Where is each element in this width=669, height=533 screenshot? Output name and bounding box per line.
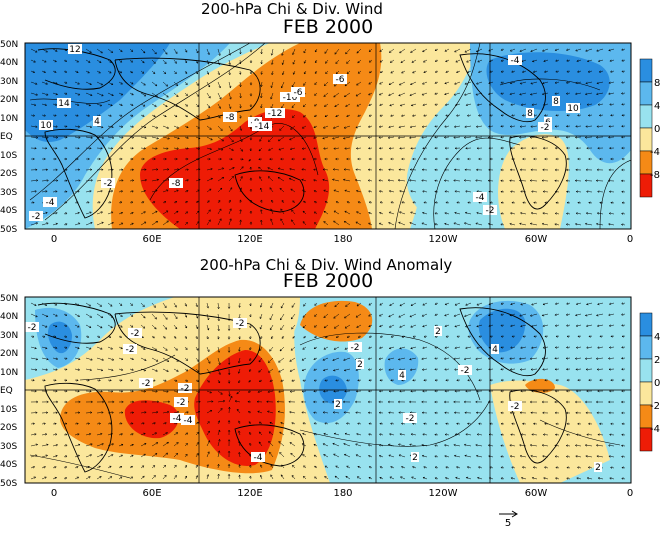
contour-label: 2 (595, 463, 601, 473)
svg-text:60E: 60E (142, 234, 161, 245)
svg-text:120W: 120W (429, 234, 458, 245)
contour-label: -2 (131, 329, 140, 339)
svg-text:EQ: EQ (0, 132, 13, 142)
svg-text:120E: 120E (237, 234, 262, 245)
svg-text:60W: 60W (525, 234, 548, 245)
svg-text:40N: 40N (0, 58, 18, 68)
svg-text:0: 0 (51, 234, 57, 245)
svg-text:10N: 10N (0, 368, 18, 378)
contour-label: -2 (28, 323, 37, 333)
svg-text:0: 0 (654, 378, 660, 389)
svg-text:50S: 50S (0, 225, 17, 235)
svg-text:20N: 20N (0, 349, 18, 359)
bottom-color-legend: 4 2 0 -2 -4 (640, 313, 660, 451)
svg-text:50N: 50N (0, 294, 18, 304)
contour-label: -4 (254, 453, 263, 463)
svg-text:0: 0 (627, 234, 633, 245)
contour-label: 14 (58, 99, 70, 109)
svg-text:4: 4 (654, 101, 660, 112)
svg-text:50N: 50N (0, 40, 18, 50)
bottom-subtitle: FEB 2000 (283, 270, 373, 292)
contour-label: 4 (94, 117, 100, 127)
svg-text:180: 180 (333, 488, 352, 499)
contour-label: 12 (69, 45, 80, 55)
svg-text:0: 0 (627, 488, 633, 499)
contour-label: -14 (255, 122, 270, 132)
svg-text:0: 0 (654, 124, 660, 135)
bottom-lon-axis: 0 60E 120E 180 120W 60W 0 (51, 488, 633, 499)
svg-text:0: 0 (51, 488, 57, 499)
top-lon-axis: 0 60E 120E 180 120W 60W 0 (51, 234, 633, 245)
svg-text:20S: 20S (0, 169, 17, 179)
svg-text:40N: 40N (0, 312, 18, 322)
contour-label: -2 (104, 179, 113, 189)
svg-text:EQ: EQ (0, 386, 13, 396)
svg-text:50S: 50S (0, 479, 17, 489)
contour-label: -8 (172, 179, 181, 189)
contour-label: -2 (461, 366, 470, 376)
contour-label: 8 (553, 97, 559, 107)
bottom-lat-axis: 50N 40N 30N 20N 10N EQ 10S 20S 30S 40S 5… (0, 294, 18, 489)
contour-label: 4 (492, 345, 498, 355)
contour-label: -2 (541, 123, 550, 133)
svg-text:8: 8 (654, 78, 660, 89)
svg-text:2: 2 (654, 355, 660, 366)
svg-text:120E: 120E (237, 488, 262, 499)
reference-vector-label: 5 (505, 518, 511, 529)
svg-text:30N: 30N (0, 331, 18, 341)
contour-label: -4 (511, 56, 520, 66)
contour-label: 8 (527, 109, 533, 119)
contour-label: -4 (476, 193, 485, 203)
top-subtitle: FEB 2000 (283, 16, 373, 38)
svg-text:180: 180 (333, 234, 352, 245)
svg-text:4: 4 (654, 332, 660, 343)
contour-label: -12 (268, 109, 283, 119)
contour-label: -6 (336, 75, 345, 85)
contour-label: -2 (32, 212, 41, 222)
top-panel: 200-hPa Chi & Div. Wind FEB 2000 (0, 0, 660, 245)
svg-text:-4: -4 (650, 147, 660, 158)
contour-label: -2 (181, 384, 190, 394)
contour-label: -4 (46, 198, 55, 208)
contour-label: -2 (142, 379, 151, 389)
contour-label: 2 (357, 360, 363, 370)
svg-text:20S: 20S (0, 423, 17, 433)
svg-text:10N: 10N (0, 114, 18, 124)
contour-label: -6 (294, 88, 303, 98)
svg-text:60W: 60W (525, 488, 548, 499)
bottom-panel: 200-hPa Chi & Div. Wind Anomaly FEB 2000 (0, 256, 660, 499)
contour-label: -8 (226, 113, 235, 123)
top-lat-axis: 50N 40N 30N 20N 10N EQ 10S 20S 30S 40S 5… (0, 40, 18, 235)
reference-vector: 5 (499, 511, 517, 529)
svg-text:120W: 120W (429, 488, 458, 499)
svg-text:-4: -4 (650, 424, 660, 435)
contour-label: -2 (406, 414, 415, 424)
contour-label: -4 (173, 414, 182, 424)
svg-text:-8: -8 (650, 170, 660, 181)
svg-text:30N: 30N (0, 77, 18, 87)
svg-text:30S: 30S (0, 188, 17, 198)
svg-text:20N: 20N (0, 95, 18, 105)
contour-label: -2 (126, 345, 135, 355)
top-color-legend: 8 4 0 -4 -8 (640, 59, 660, 197)
contour-label: -2 (236, 319, 245, 329)
contour-label: -2 (351, 343, 360, 353)
contour-label: 10 (567, 104, 579, 114)
svg-text:40S: 40S (0, 460, 17, 470)
contour-label: -2 (511, 402, 520, 412)
contour-label: 2 (435, 327, 441, 337)
svg-text:40S: 40S (0, 206, 17, 216)
contour-label: 2 (335, 400, 341, 410)
svg-text:-2: -2 (650, 401, 660, 412)
svg-text:30S: 30S (0, 442, 17, 452)
contour-label: 2 (412, 453, 418, 463)
contour-label: -4 (184, 416, 193, 426)
contour-label: 10 (40, 121, 52, 131)
contour-label: 4 (399, 371, 405, 381)
svg-text:60E: 60E (142, 488, 161, 499)
svg-text:10S: 10S (0, 405, 17, 415)
contour-label: -2 (177, 398, 186, 408)
svg-text:10S: 10S (0, 151, 17, 161)
